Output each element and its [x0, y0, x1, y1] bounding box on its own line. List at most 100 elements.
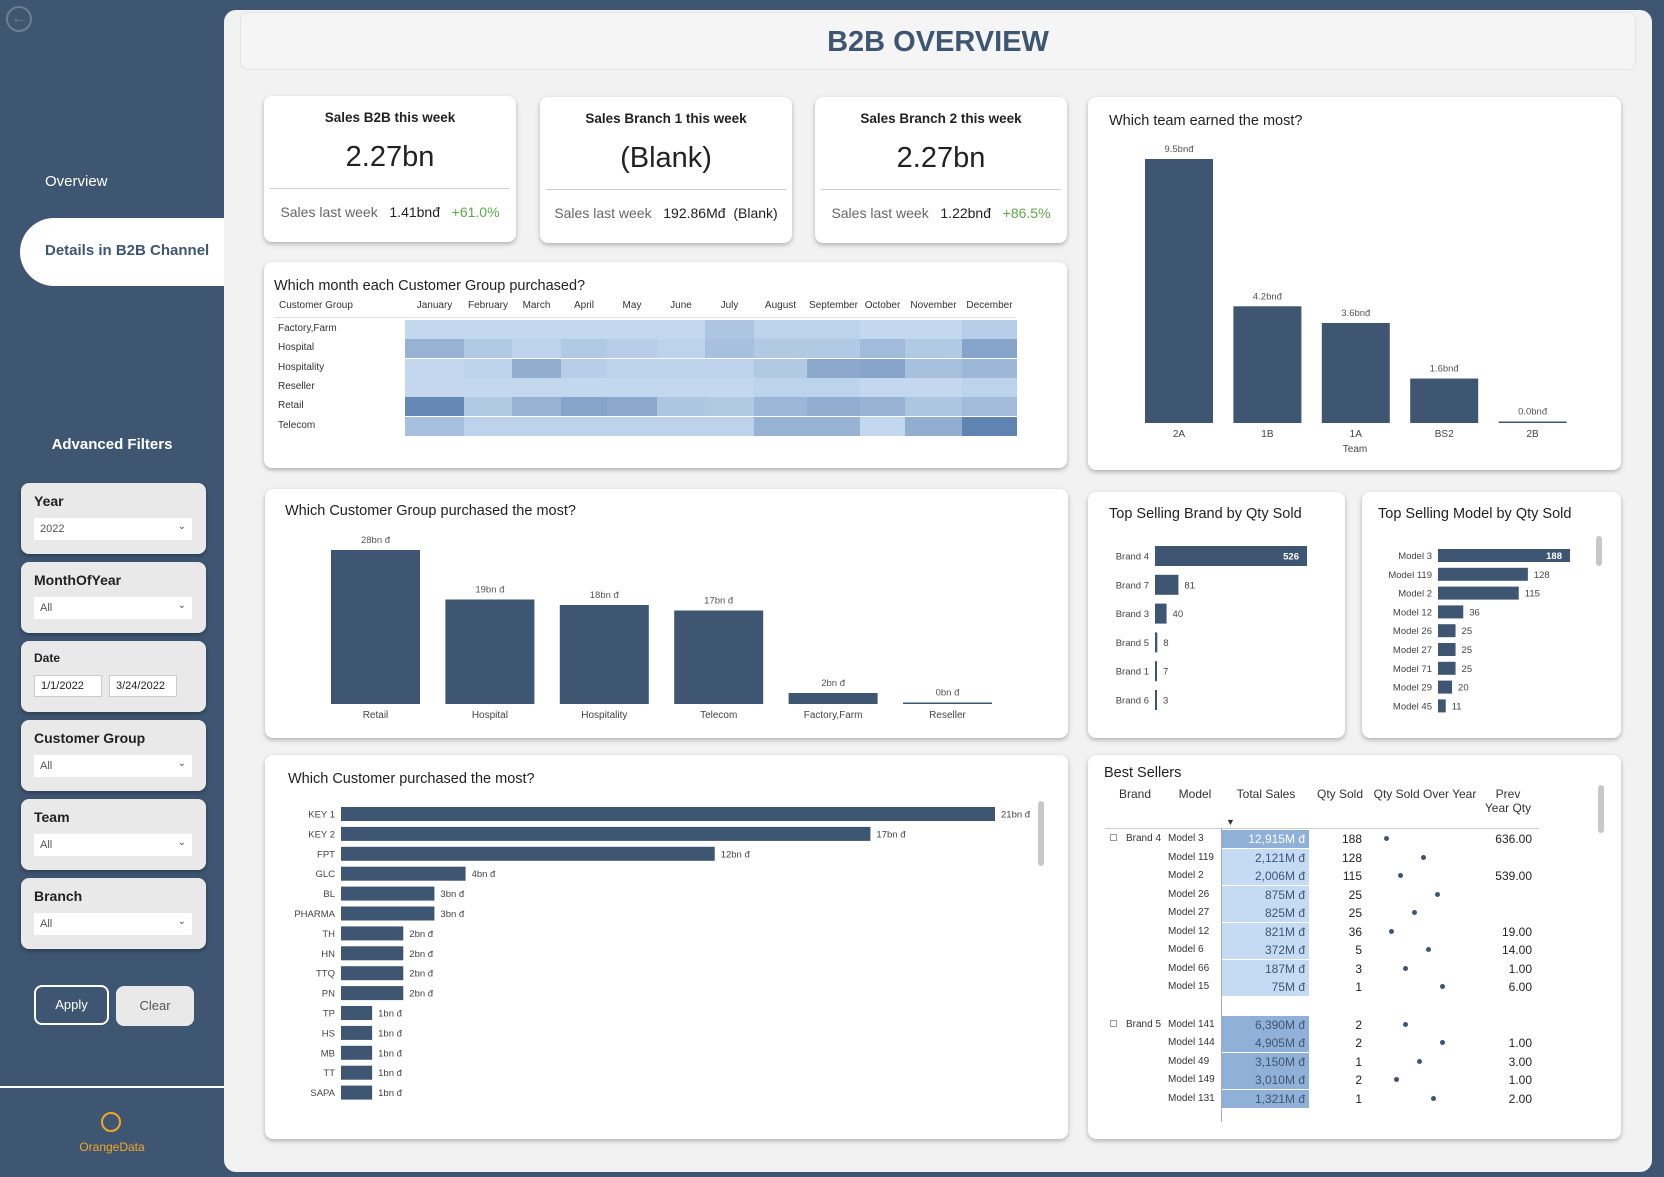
heatmap-cell[interactable]: [405, 320, 464, 339]
heatmap-cell[interactable]: [657, 416, 705, 436]
heatmap-cell[interactable]: [512, 377, 561, 397]
heatmap-cell[interactable]: [860, 416, 905, 436]
heatmap-cell[interactable]: [657, 358, 705, 378]
heatmap-cell[interactable]: [807, 358, 860, 378]
data-label: 12bn đ: [721, 849, 751, 860]
heatmap-cell[interactable]: [905, 339, 962, 359]
heatmap-cell[interactable]: [607, 397, 657, 417]
header-qty-sold[interactable]: Qty Sold: [1316, 787, 1364, 801]
heatmap-cell[interactable]: [657, 397, 705, 417]
team-dropdown[interactable]: All ⌄: [34, 834, 192, 856]
heatmap-cell[interactable]: [512, 320, 561, 339]
chevron-down-icon: ⌄: [177, 600, 186, 611]
heatmap-cell[interactable]: [905, 358, 962, 378]
heatmap-cell[interactable]: [807, 320, 860, 339]
heatmap-cell[interactable]: [962, 320, 1017, 339]
heatmap-cell[interactable]: [962, 416, 1017, 436]
heatmap-cell[interactable]: [754, 377, 807, 397]
heatmap-cell[interactable]: [607, 416, 657, 436]
heatmap-cell[interactable]: [962, 377, 1017, 397]
heatmap-cell[interactable]: [962, 358, 1017, 378]
heatmap-cell[interactable]: [405, 377, 464, 397]
heatmap-cell[interactable]: [860, 358, 905, 378]
heatmap-cell[interactable]: [905, 397, 962, 417]
heatmap-cell[interactable]: [807, 377, 860, 397]
heatmap-cell[interactable]: [754, 416, 807, 436]
clear-button[interactable]: Clear: [116, 986, 194, 1026]
heatmap-cell[interactable]: [561, 416, 607, 436]
heatmap-cell[interactable]: [561, 377, 607, 397]
heatmap-cell[interactable]: [754, 358, 807, 378]
heatmap-cell[interactable]: [657, 339, 705, 359]
heatmap-cell[interactable]: [705, 416, 754, 436]
back-arrow-icon[interactable]: ←: [6, 6, 32, 32]
heatmap-cell[interactable]: [561, 397, 607, 417]
heatmap-cell[interactable]: [860, 377, 905, 397]
header-prev-year[interactable]: Prev Year Qty: [1478, 787, 1538, 815]
heatmap-cell[interactable]: [512, 358, 561, 378]
heatmap-cell[interactable]: [754, 320, 807, 339]
heatmap-cell[interactable]: [705, 397, 754, 417]
heatmap-cell[interactable]: [464, 377, 512, 397]
heatmap-cell[interactable]: [464, 339, 512, 359]
apply-button[interactable]: Apply: [34, 985, 109, 1025]
heatmap-cell[interactable]: [657, 320, 705, 339]
header-model[interactable]: Model: [1178, 787, 1212, 801]
customer-group-dropdown[interactable]: All ⌄: [34, 755, 192, 777]
heatmap-cell[interactable]: [561, 320, 607, 339]
heatmap-cell[interactable]: [705, 320, 754, 339]
heatmap-cell[interactable]: [905, 377, 962, 397]
heatmap-cell[interactable]: [962, 339, 1017, 359]
heatmap-cell[interactable]: [464, 320, 512, 339]
date-to-input[interactable]: 3/24/2022: [109, 675, 177, 697]
heatmap-cell[interactable]: [512, 397, 561, 417]
heatmap-cell[interactable]: [607, 320, 657, 339]
heatmap-cell[interactable]: [607, 358, 657, 378]
heatmap-cell[interactable]: [807, 416, 860, 436]
heatmap-cell[interactable]: [754, 397, 807, 417]
heatmap-cell[interactable]: [405, 358, 464, 378]
heatmap-cell[interactable]: [561, 339, 607, 359]
heatmap-cell[interactable]: [561, 358, 607, 378]
month-dropdown[interactable]: All ⌄: [34, 597, 192, 619]
heatmap-cell[interactable]: [464, 358, 512, 378]
heatmap-cell[interactable]: [905, 320, 962, 339]
heatmap-cell[interactable]: [860, 320, 905, 339]
best-sellers-scrollbar[interactable]: [1598, 785, 1604, 833]
heatmap-cell[interactable]: [405, 416, 464, 436]
heatmap-cell[interactable]: [512, 339, 561, 359]
header-total-sales[interactable]: Total Sales: [1236, 787, 1296, 801]
header-brand[interactable]: Brand: [1118, 787, 1152, 801]
model-chart-scrollbar[interactable]: [1596, 536, 1602, 566]
heatmap-cell[interactable]: [607, 339, 657, 359]
filter-team: Team All ⌄: [21, 799, 206, 870]
heatmap-cell[interactable]: [705, 358, 754, 378]
date-from-input[interactable]: 1/1/2022: [34, 675, 102, 697]
nav-overview[interactable]: Overview: [45, 173, 108, 190]
heatmap-cell[interactable]: [607, 377, 657, 397]
heatmap-cell[interactable]: [705, 377, 754, 397]
heatmap-cell[interactable]: [464, 397, 512, 417]
heatmap-cell[interactable]: [962, 397, 1017, 417]
heatmap-cell[interactable]: [905, 416, 962, 436]
heatmap-cell[interactable]: [405, 339, 464, 359]
heatmap-cell[interactable]: [860, 339, 905, 359]
heatmap-cell[interactable]: [464, 416, 512, 436]
expand-checkbox-icon[interactable]: [1110, 1019, 1117, 1027]
heatmap-cell[interactable]: [807, 397, 860, 417]
heatmap-cell[interactable]: [754, 339, 807, 359]
qty-cell: 25: [1348, 906, 1362, 920]
heatmap-cell[interactable]: [860, 397, 905, 417]
header-qty-over-year[interactable]: Qty Sold Over Year: [1373, 787, 1477, 801]
year-dropdown[interactable]: 2022 ⌄: [34, 518, 192, 540]
customer-chart-scrollbar[interactable]: [1038, 801, 1044, 866]
heatmap-cell[interactable]: [405, 397, 464, 417]
heatmap-cell[interactable]: [807, 339, 860, 359]
heatmap-cell[interactable]: [705, 339, 754, 359]
sort-desc-icon[interactable]: ▼: [1226, 817, 1235, 827]
branch-dropdown[interactable]: All ⌄: [34, 913, 192, 935]
heatmap-cell[interactable]: [657, 377, 705, 397]
nav-details-b2b[interactable]: Details in B2B Channel: [20, 218, 230, 286]
expand-checkbox-icon[interactable]: [1110, 834, 1117, 841]
heatmap-cell[interactable]: [512, 416, 561, 436]
